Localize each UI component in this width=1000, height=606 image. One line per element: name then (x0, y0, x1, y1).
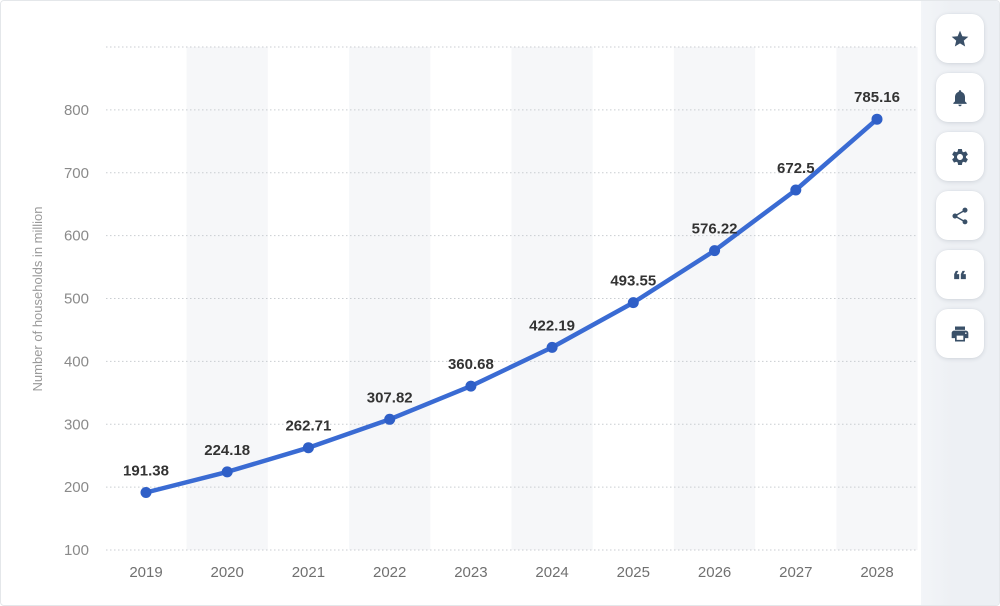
data-label: 262.71 (285, 418, 331, 435)
share-icon (950, 206, 970, 226)
settings-button[interactable] (936, 132, 984, 181)
notifications-button[interactable] (936, 73, 984, 122)
x-tick-label: 2021 (292, 564, 325, 581)
x-tick-label: 2028 (860, 564, 893, 581)
year-band (511, 47, 593, 550)
data-point[interactable] (384, 413, 396, 425)
share-button[interactable] (936, 191, 984, 240)
data-point[interactable] (709, 245, 721, 257)
citation-button[interactable] (936, 250, 984, 299)
chart-panel: 100 200 300 400 500 600 700 800 2019 2020 2021 2022… (1, 1, 921, 605)
y-tick-label: 800 (64, 102, 89, 119)
star-icon (950, 29, 970, 49)
print-button[interactable] (936, 309, 984, 358)
x-tick-label: 2026 (698, 564, 731, 581)
data-point[interactable] (140, 487, 152, 498)
data-label: 307.82 (367, 389, 413, 406)
y-tick-label: 300 (64, 416, 89, 433)
data-point[interactable] (465, 380, 477, 392)
y-tick-label: 400 (64, 353, 89, 370)
data-point[interactable] (546, 341, 558, 353)
x-tick-label: 2023 (454, 564, 487, 581)
bell-icon (950, 88, 970, 108)
favorite-button[interactable] (936, 14, 984, 63)
data-label: 224.18 (204, 442, 250, 459)
data-point[interactable] (790, 184, 802, 196)
data-point[interactable] (302, 442, 314, 454)
y-tick-label: 100 (64, 542, 89, 559)
y-tick-label: 600 (64, 228, 89, 245)
y-axis-title: Number of households in million (30, 207, 45, 392)
x-tick-label: 2027 (779, 564, 812, 581)
data-label: 191.38 (123, 463, 169, 480)
line-chart: 100 200 300 400 500 600 700 800 2019 2020 2021 2022… (30, 46, 918, 581)
printer-icon (950, 324, 970, 344)
data-label: 360.68 (448, 356, 494, 373)
data-label: 422.19 (529, 317, 575, 334)
x-tick-label: 2020 (211, 564, 244, 581)
data-point[interactable] (221, 466, 233, 478)
chart-toolbar (921, 1, 999, 605)
data-point[interactable] (627, 297, 639, 309)
x-tick-label: 2019 (129, 564, 162, 581)
year-band (836, 47, 918, 550)
x-tick-label: 2024 (535, 564, 568, 581)
data-label: 576.22 (692, 221, 738, 238)
data-point[interactable] (871, 113, 883, 125)
x-tick-label: 2025 (617, 564, 650, 581)
gear-icon (950, 147, 970, 167)
y-tick-label: 200 (64, 479, 89, 496)
x-tick-label: 2022 (373, 564, 406, 581)
data-label: 672.5 (777, 160, 815, 177)
quote-icon (950, 265, 970, 285)
trend-line (143, 116, 880, 495)
y-tick-label: 500 (64, 291, 89, 308)
data-label: 493.55 (610, 273, 656, 290)
data-label: 785.16 (854, 89, 900, 106)
y-tick-label: 700 (64, 165, 89, 182)
